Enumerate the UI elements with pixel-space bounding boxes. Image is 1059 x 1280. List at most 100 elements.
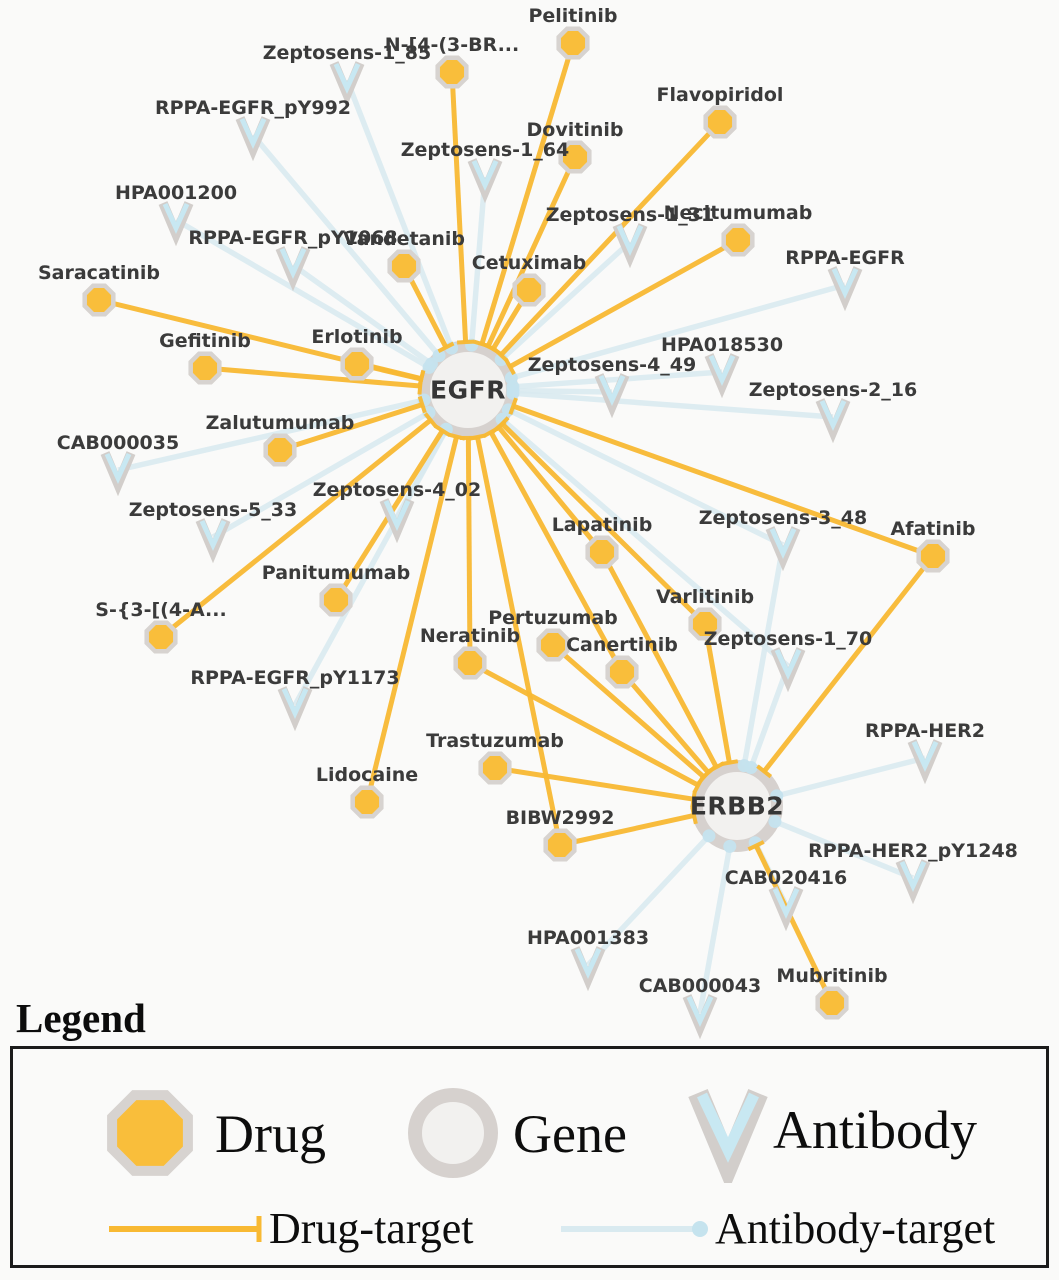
antibody-target-edge xyxy=(512,390,834,420)
chevron-inner-icon xyxy=(708,354,736,387)
drug-label: N-[4-(3-BR... xyxy=(385,34,519,56)
drug-node[interactable] xyxy=(721,223,755,257)
drug-edge-tee xyxy=(423,412,438,428)
antibody-target-edge xyxy=(344,79,455,350)
drug-target-edge xyxy=(159,418,433,639)
antibody-node[interactable] xyxy=(704,353,740,399)
chevron-inner-icon xyxy=(279,247,307,280)
antibody-edge-dot xyxy=(424,357,438,371)
drug-target-edge xyxy=(279,402,424,453)
antibody-node[interactable] xyxy=(277,686,313,732)
drug-target-edge xyxy=(494,765,694,802)
antibody-label: Zeptosens-4_49 xyxy=(528,354,696,376)
drug-node[interactable] xyxy=(585,535,619,569)
antibody-label: Zeptosens-3_48 xyxy=(699,507,867,529)
antibody-node[interactable] xyxy=(765,526,801,572)
gene-label: ERBB2 xyxy=(690,792,784,821)
antibody-label: Zeptosens-1_31 xyxy=(546,204,714,226)
antibody-node[interactable] xyxy=(467,158,503,204)
drug-node[interactable] xyxy=(703,105,737,139)
antibody-target-edge xyxy=(512,369,723,390)
chevron-inner-icon xyxy=(239,117,267,150)
chevron-inner-icon xyxy=(831,267,859,300)
network-canvas: EGFR ERBB2 Pelitinib N-[4-(3-BR... Flavopiri… xyxy=(38,5,1018,1040)
drug-target-edge xyxy=(465,437,473,664)
drug-node[interactable] xyxy=(558,140,592,174)
chevron-inner-icon xyxy=(911,740,939,773)
antibody-node[interactable] xyxy=(827,266,863,312)
drug-label: Varlitinib xyxy=(656,586,754,608)
drug-node[interactable] xyxy=(536,628,570,662)
drug-node[interactable] xyxy=(478,751,512,785)
antibody-node[interactable] xyxy=(612,223,648,269)
drug-node[interactable] xyxy=(387,249,421,283)
drug-node[interactable] xyxy=(435,55,469,89)
drug-node[interactable] xyxy=(916,539,950,573)
drug-node[interactable] xyxy=(82,283,116,317)
drug-edge-tee xyxy=(482,426,500,438)
drug-node[interactable] xyxy=(556,26,590,60)
drug-edge-tee xyxy=(437,341,455,354)
drug-target-edge-icon xyxy=(109,1216,262,1242)
chevron-inner-icon xyxy=(383,499,411,532)
drug-label: Gefitinib xyxy=(159,330,251,352)
chevron-inner-icon xyxy=(162,202,190,235)
chevron-inner-icon xyxy=(333,62,361,95)
antibody-node[interactable] xyxy=(235,116,271,162)
drug-node[interactable] xyxy=(319,583,353,617)
antibody-label: CAB020416 xyxy=(725,867,847,889)
chevron-inner-icon xyxy=(899,860,927,893)
drug-node-icon xyxy=(107,1090,193,1176)
antibody-node[interactable] xyxy=(158,201,194,247)
drug-target-edge xyxy=(500,421,707,626)
antibody-node[interactable] xyxy=(195,518,231,564)
drug-target-edge xyxy=(508,237,740,369)
antibody-node[interactable] xyxy=(379,498,415,544)
drug-node[interactable] xyxy=(688,607,722,641)
antibody-node[interactable] xyxy=(815,398,851,444)
drug-target-edge xyxy=(468,660,700,788)
drug-node[interactable] xyxy=(453,646,487,680)
antibody-node-icon xyxy=(688,1088,768,1183)
antibody-label: RPPA-EGFR_pY1068 xyxy=(188,227,397,249)
drug-target-edge xyxy=(753,844,835,1005)
drug-node[interactable] xyxy=(144,620,178,654)
drug-target-edge xyxy=(204,365,421,389)
drug-node[interactable] xyxy=(263,433,297,467)
drug-node[interactable] xyxy=(543,828,577,862)
drug-label: Necitumumab xyxy=(664,202,813,224)
drug-target-edge xyxy=(512,403,934,559)
antibody-node[interactable] xyxy=(100,451,136,497)
antibody-node[interactable] xyxy=(768,886,804,932)
antibody-node[interactable] xyxy=(770,647,806,693)
drug-node[interactable] xyxy=(340,347,374,381)
drug-node[interactable] xyxy=(512,273,546,307)
antibody-label: Zeptosens-1_85 xyxy=(263,42,431,64)
antibody-node[interactable] xyxy=(907,739,943,785)
antibody-label: Zeptosens-5_33 xyxy=(129,499,297,521)
antibody-node[interactable] xyxy=(275,246,311,292)
antibody-target-edge xyxy=(512,387,613,395)
antibody-node[interactable] xyxy=(895,859,931,905)
drug-label: Trastuzumab xyxy=(426,730,564,752)
antibody-node[interactable] xyxy=(594,373,630,419)
antibody-target-edge xyxy=(117,397,425,473)
drug-label: Canertinib xyxy=(566,634,678,656)
gene-node[interactable] xyxy=(691,760,783,852)
drug-node[interactable] xyxy=(605,655,639,689)
antibody-target-edge xyxy=(741,544,786,767)
drug-label: Vandetanib xyxy=(343,228,465,250)
chevron-inner-icon xyxy=(772,887,800,920)
drug-node[interactable] xyxy=(188,351,222,385)
antibody-target-edge xyxy=(174,217,431,370)
drug-node[interactable] xyxy=(815,986,849,1020)
antibody-node[interactable] xyxy=(329,61,365,107)
drug-node[interactable] xyxy=(350,785,384,819)
antibody-node[interactable] xyxy=(682,994,718,1040)
antibody-label: HPA001383 xyxy=(527,927,649,949)
antibody-node[interactable] xyxy=(570,946,606,992)
drug-edge-tee xyxy=(504,358,516,376)
antibody-label: RPPA-HER2 xyxy=(865,720,985,742)
legend-drug-target-label: Drug-target xyxy=(269,1204,474,1253)
